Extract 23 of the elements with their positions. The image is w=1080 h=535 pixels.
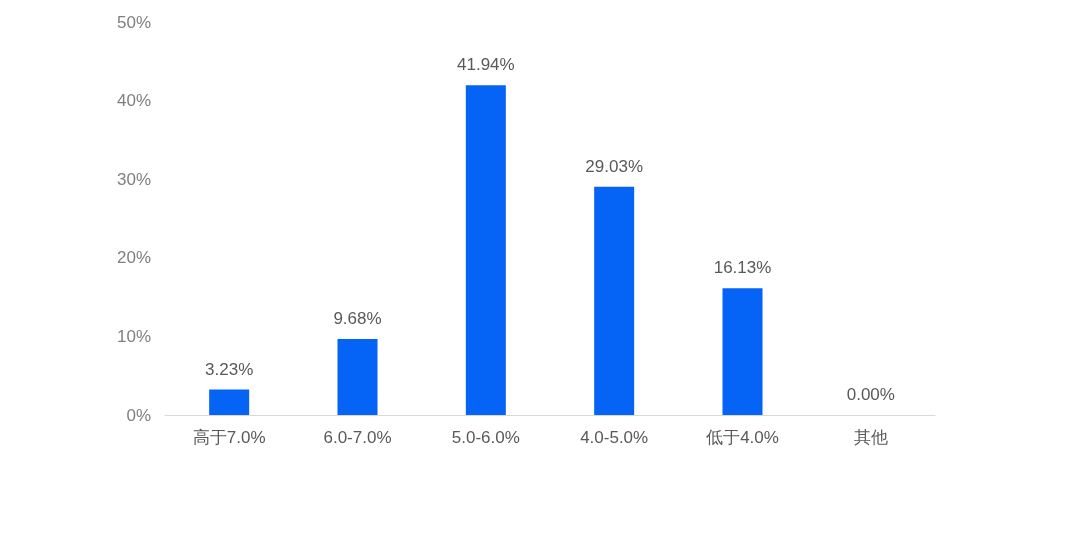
- bar: [337, 338, 378, 415]
- x-tick-label: 其他: [853, 428, 888, 447]
- y-tick-label: 40%: [116, 91, 151, 111]
- x-tick-label: 4.0-5.0%: [580, 428, 649, 447]
- bar: [465, 85, 506, 415]
- y-tick-label: 50%: [116, 12, 151, 32]
- data-label: 9.68%: [333, 308, 382, 328]
- data-label: 0.00%: [846, 385, 895, 404]
- data-label: 16.13%: [713, 258, 772, 278]
- x-tick-label: 6.0-7.0%: [323, 428, 392, 447]
- data-label: 41.94%: [457, 55, 515, 75]
- x-tick-label: 高于7.0%: [192, 428, 266, 447]
- x-tick-label: 5.0-6.0%: [451, 428, 520, 447]
- bar: [209, 389, 250, 415]
- data-label: 3.23%: [205, 359, 254, 379]
- bar: [594, 186, 635, 415]
- y-tick-label: 0%: [126, 405, 151, 425]
- bar: [722, 288, 763, 415]
- y-tick-label: 20%: [116, 248, 151, 268]
- y-tick-label: 30%: [116, 169, 151, 189]
- data-label: 29.03%: [585, 156, 643, 176]
- x-tick-label: 低于4.0%: [706, 428, 779, 447]
- y-tick-label: 10%: [116, 326, 151, 346]
